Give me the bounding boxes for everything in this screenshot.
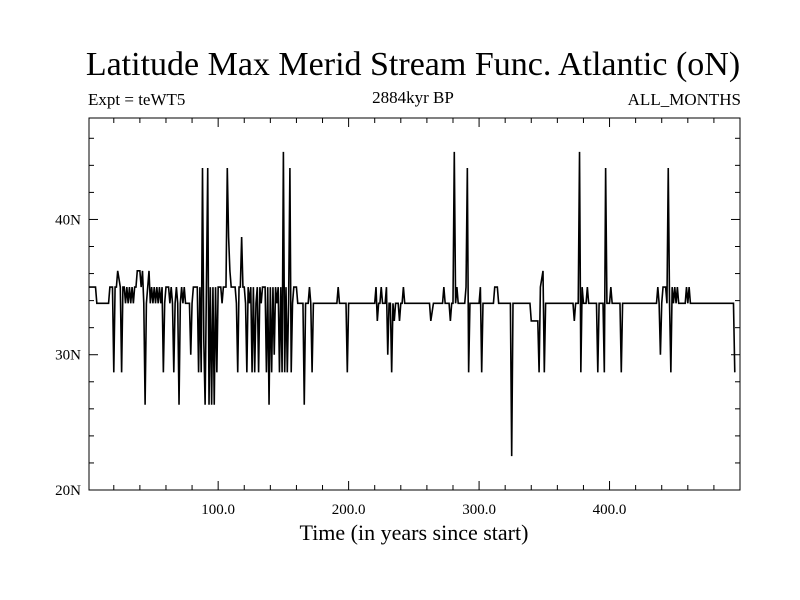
x-axis-label: Time (in years since start) — [300, 520, 529, 545]
x-tick-label: 100.0 — [201, 502, 235, 518]
period-label: 2884kyr BP — [372, 88, 454, 107]
y-tick-label: 20N — [55, 483, 81, 499]
y-tick-label: 30N — [55, 348, 81, 364]
series-group — [89, 151, 736, 457]
series-line-0 — [89, 151, 736, 457]
experiment-label: Expt = teWT5 — [88, 90, 186, 109]
x-tick-label: 400.0 — [593, 502, 627, 518]
y-tick-label: 40N — [55, 212, 81, 228]
months-label: ALL_MONTHS — [627, 90, 741, 109]
x-tick-label: 300.0 — [462, 502, 496, 518]
plot-frame — [88, 117, 741, 491]
x-tick-label: 200.0 — [332, 502, 366, 518]
ticks-group: 100.0 200.0 300.0 400.0 20N 30N 40N — [55, 118, 740, 518]
chart-title: Latitude Max Merid Stream Func. Atlantic… — [85, 46, 741, 83]
